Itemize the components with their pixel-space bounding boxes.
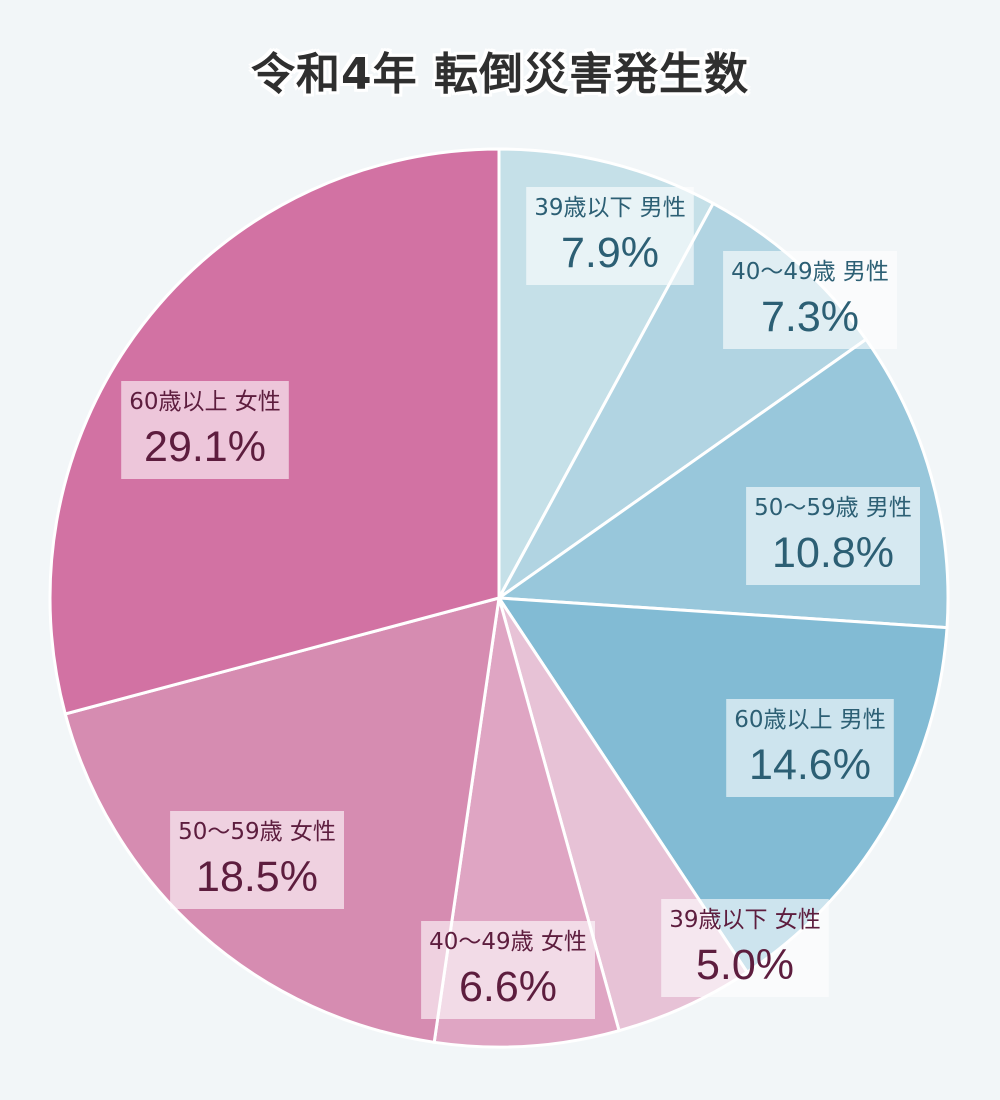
- slice-label-background: [170, 811, 344, 909]
- slice-label-background: [746, 487, 920, 585]
- slice-label-background: [723, 251, 897, 349]
- slice-value-label: 6.6%: [459, 963, 557, 1011]
- slice-value-label: 7.9%: [561, 229, 659, 277]
- slice-value-label: 18.5%: [196, 853, 318, 901]
- slice-value-label: 7.3%: [761, 293, 859, 341]
- slice-label-background: [661, 899, 829, 997]
- slice-value-label: 10.8%: [772, 529, 894, 577]
- slice-category-label: 39歳以下 男性: [534, 195, 686, 221]
- slice-label: 50〜59歳 男性 10.8%: [746, 487, 920, 585]
- slice-label: 40〜49歳 男性 7.3%: [723, 251, 897, 349]
- labels-layer: 39歳以下 男性 7.9% 40〜49歳 男性 7.3% 50〜59歳 男性 10.8% 6…: [121, 187, 920, 1019]
- slice-category-label: 60歳以上 女性: [129, 389, 281, 415]
- slice-label-background: [121, 381, 289, 479]
- slice-category-label: 39歳以下 女性: [669, 907, 821, 933]
- slice-label: 50〜59歳 女性 18.5%: [170, 811, 344, 909]
- slice-label: 39歳以下 女性 5.0%: [661, 899, 829, 997]
- slice-category-label: 40〜49歳 女性: [429, 929, 587, 955]
- chart-title: 令和4年 転倒災害発生数: [251, 49, 749, 100]
- slice-value-label: 14.6%: [749, 741, 871, 789]
- slice-category-label: 50〜59歳 男性: [754, 495, 912, 521]
- slice-label: 40〜49歳 女性 6.6%: [421, 921, 595, 1019]
- slice-category-label: 50〜59歳 女性: [178, 819, 336, 845]
- slice-category-label: 60歳以上 男性: [734, 707, 886, 733]
- slice-label: 39歳以下 男性 7.9%: [526, 187, 694, 285]
- slice-category-label: 40〜49歳 男性: [731, 259, 889, 285]
- slice-label-background: [526, 187, 694, 285]
- slice-label-background: [421, 921, 595, 1019]
- slice-label: 60歳以上 女性 29.1%: [121, 381, 289, 479]
- slice-value-label: 5.0%: [696, 941, 794, 989]
- slice-label-background: [726, 699, 894, 797]
- slice-label: 60歳以上 男性 14.6%: [726, 699, 894, 797]
- slice-value-label: 29.1%: [144, 423, 266, 471]
